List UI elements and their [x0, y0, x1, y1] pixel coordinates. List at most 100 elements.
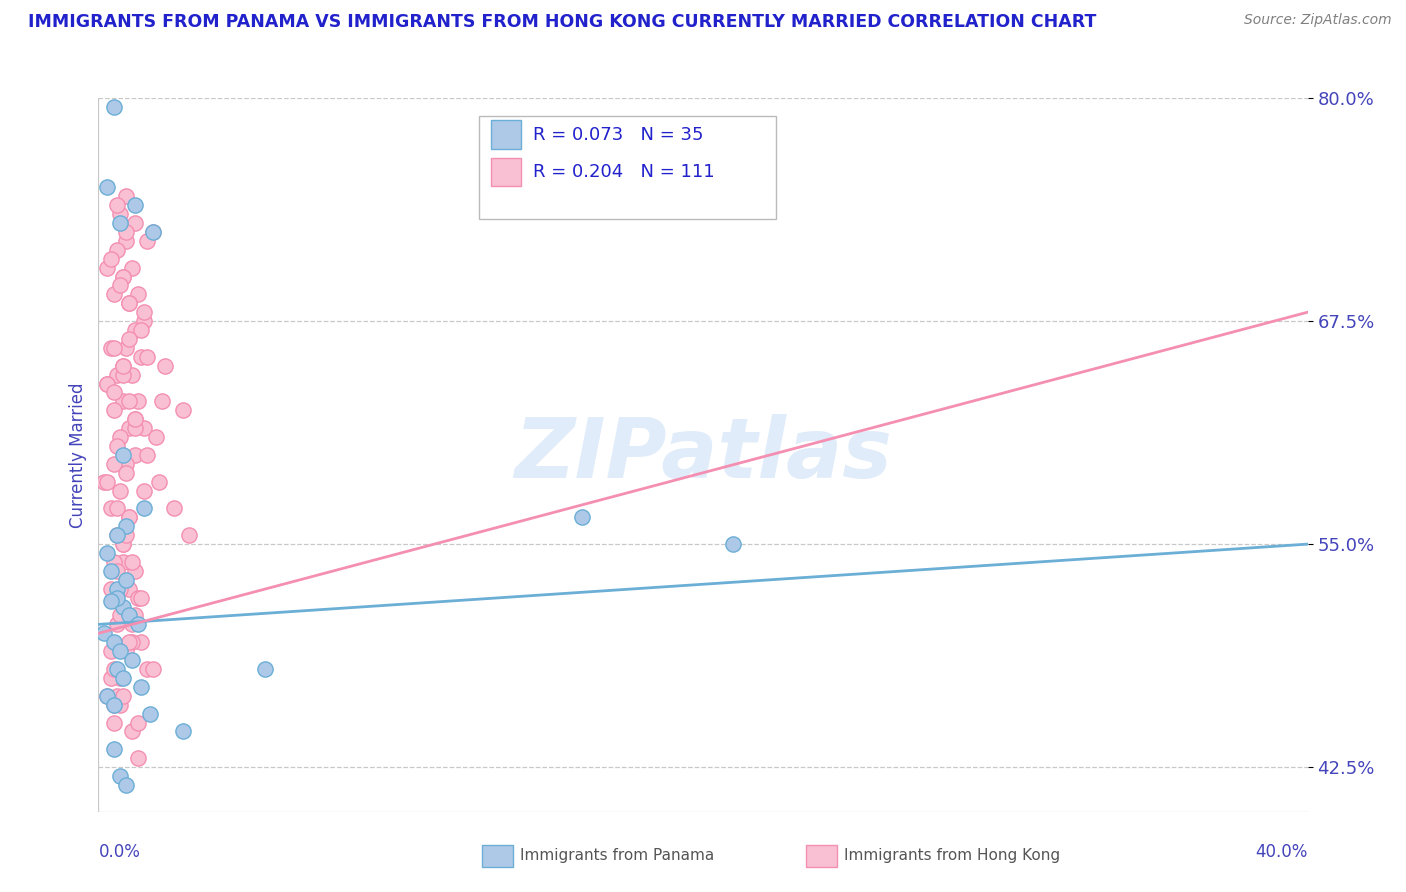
Point: [118, 394, 141, 409]
Point: [103, 742, 125, 756]
Point: [127, 591, 149, 605]
Point: [124, 198, 146, 212]
Point: [105, 368, 128, 382]
Point: [105, 198, 128, 212]
Point: [114, 778, 136, 792]
Point: [121, 724, 143, 739]
Point: [129, 350, 152, 364]
Point: [153, 359, 176, 373]
Point: [172, 724, 194, 739]
Point: [108, 698, 131, 712]
Point: [118, 421, 141, 435]
Point: [124, 323, 146, 337]
Point: [111, 448, 134, 462]
Point: [114, 234, 136, 248]
Point: [111, 599, 134, 614]
Point: [114, 608, 136, 623]
Text: 0.0%: 0.0%: [98, 843, 141, 861]
Point: [121, 617, 143, 632]
Point: [114, 189, 136, 203]
Point: [108, 216, 131, 230]
Point: [96, 376, 118, 391]
Point: [135, 448, 157, 462]
Point: [108, 671, 131, 685]
Point: [135, 350, 157, 364]
Point: [132, 421, 155, 435]
Point: [124, 216, 146, 230]
Point: [105, 591, 128, 605]
Point: [108, 278, 131, 293]
Point: [111, 368, 134, 382]
Point: [100, 501, 122, 516]
Point: [103, 698, 125, 712]
Point: [129, 323, 152, 337]
Point: [129, 591, 152, 605]
Text: 40.0%: 40.0%: [1256, 843, 1308, 861]
Point: [103, 100, 125, 114]
Point: [124, 412, 146, 426]
Point: [111, 689, 134, 703]
Point: [105, 617, 128, 632]
Point: [108, 644, 131, 658]
Point: [96, 689, 118, 703]
Point: [114, 225, 136, 239]
Point: [105, 689, 128, 703]
Point: [100, 582, 122, 596]
Point: [114, 528, 136, 542]
Point: [118, 332, 141, 346]
Point: [93, 475, 115, 489]
Point: [132, 305, 155, 319]
Point: [111, 394, 134, 409]
Point: [111, 537, 134, 551]
Point: [96, 546, 118, 560]
Point: [118, 296, 141, 310]
Point: [132, 483, 155, 498]
Point: [121, 635, 143, 649]
Point: [103, 287, 125, 301]
Point: [142, 225, 165, 239]
Point: [121, 555, 143, 569]
Point: [723, 537, 745, 551]
Text: Source: ZipAtlas.com: Source: ZipAtlas.com: [1244, 13, 1392, 28]
Point: [142, 225, 165, 239]
Point: [121, 260, 143, 275]
Point: [105, 243, 128, 257]
Point: [108, 207, 131, 221]
Point: [96, 475, 118, 489]
Point: [100, 341, 122, 355]
Text: R = 0.204   N = 111: R = 0.204 N = 111: [533, 163, 714, 181]
Point: [124, 564, 146, 578]
Point: [132, 501, 155, 516]
Point: [127, 287, 149, 301]
Point: [114, 341, 136, 355]
Point: [103, 555, 125, 569]
Point: [124, 412, 146, 426]
Point: [135, 234, 157, 248]
Point: [96, 260, 118, 275]
Point: [132, 314, 155, 328]
Text: R = 0.073   N = 35: R = 0.073 N = 35: [533, 126, 703, 144]
Point: [105, 528, 128, 542]
Point: [111, 269, 134, 284]
Point: [100, 644, 122, 658]
Point: [100, 594, 122, 608]
Text: Immigrants from Panama: Immigrants from Panama: [520, 848, 714, 863]
Point: [135, 662, 157, 676]
Point: [108, 430, 131, 444]
Point: [124, 448, 146, 462]
Point: [127, 751, 149, 765]
Point: [111, 555, 134, 569]
Point: [103, 457, 125, 471]
Point: [142, 662, 165, 676]
Point: [100, 564, 122, 578]
Point: [100, 671, 122, 685]
Point: [118, 296, 141, 310]
Point: [105, 564, 128, 578]
Point: [121, 653, 143, 667]
Point: [118, 582, 141, 596]
Text: ZIPatlas: ZIPatlas: [515, 415, 891, 495]
Point: [105, 662, 128, 676]
Point: [111, 537, 134, 551]
Point: [118, 510, 141, 524]
Point: [111, 359, 134, 373]
